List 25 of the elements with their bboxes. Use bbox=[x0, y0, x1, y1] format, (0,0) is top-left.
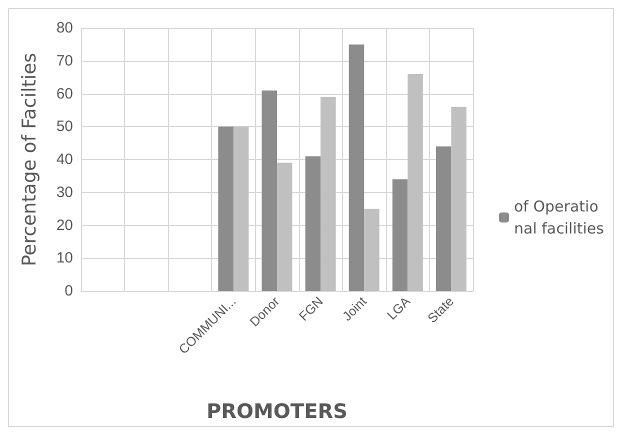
bar bbox=[451, 106, 466, 291]
y-tick-label: 30 bbox=[56, 184, 73, 201]
bar bbox=[305, 156, 321, 291]
bar bbox=[320, 97, 336, 291]
x-axis-title: PROMOTERS bbox=[206, 399, 348, 423]
y-tick-label: 80 bbox=[56, 20, 73, 36]
y-axis-title: Percentage of Facilties bbox=[18, 52, 40, 266]
y-tick-label: 50 bbox=[56, 118, 73, 136]
bar bbox=[408, 74, 423, 291]
y-tick-label: 40 bbox=[56, 151, 73, 168]
y-tick-label: 70 bbox=[56, 52, 73, 70]
y-tick-label: 20 bbox=[56, 216, 73, 234]
bar bbox=[436, 146, 452, 291]
bar bbox=[262, 90, 277, 291]
y-tick-label: 10 bbox=[56, 250, 73, 267]
bar bbox=[277, 162, 292, 291]
y-tick-label: 60 bbox=[56, 85, 73, 102]
bar bbox=[218, 126, 234, 291]
bar bbox=[392, 179, 408, 291]
bar bbox=[233, 126, 249, 291]
bar bbox=[364, 208, 380, 291]
legend-label: of Operational facilities bbox=[514, 198, 604, 238]
bar bbox=[348, 44, 364, 291]
y-tick-label: 0 bbox=[64, 282, 73, 300]
x-tick-label: LGA bbox=[384, 293, 414, 323]
